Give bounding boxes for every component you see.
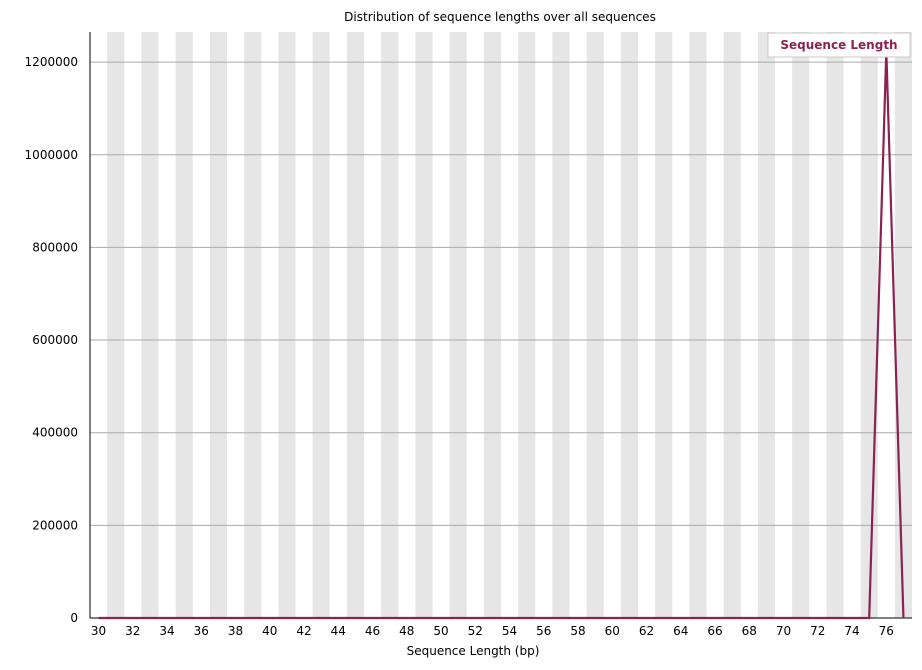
y-tick-label: 400000 <box>32 426 78 440</box>
x-tick-label: 52 <box>468 624 483 638</box>
background-band <box>278 32 295 618</box>
x-tick-label: 36 <box>194 624 209 638</box>
background-band <box>724 32 741 618</box>
x-tick-label: 68 <box>742 624 757 638</box>
background-band <box>347 32 364 618</box>
x-tick-label: 50 <box>433 624 448 638</box>
background-band <box>484 32 501 618</box>
x-tick-label: 30 <box>91 624 106 638</box>
background-band <box>244 32 261 618</box>
background-band <box>861 32 878 618</box>
x-tick-label: 72 <box>810 624 825 638</box>
x-tick-label: 38 <box>228 624 243 638</box>
y-tick-label: 0 <box>70 611 78 625</box>
background-band <box>450 32 467 618</box>
y-axis-tick-labels: 0 200000 400000 600000 800000 1000000 1200000 <box>25 55 78 625</box>
legend: Sequence Length <box>768 33 910 57</box>
x-tick-label: 48 <box>399 624 414 638</box>
x-axis-tick-labels: 30 32 34 36 38 40 42 44 46 48 50 52 54 56 58 60 62 64 66 68… <box>91 624 894 638</box>
x-tick-label: 34 <box>159 624 174 638</box>
x-tick-label: 58 <box>570 624 585 638</box>
background-band <box>758 32 775 618</box>
background-band <box>792 32 809 618</box>
x-tick-label: 56 <box>536 624 551 638</box>
y-tick-label: 600000 <box>32 333 78 347</box>
x-tick-label: 42 <box>296 624 311 638</box>
background-band <box>552 32 569 618</box>
background-band <box>826 32 843 618</box>
x-tick-label: 76 <box>879 624 894 638</box>
x-tick-label: 54 <box>502 624 517 638</box>
x-tick-label: 60 <box>605 624 620 638</box>
background-band <box>176 32 193 618</box>
background-band <box>210 32 227 618</box>
x-axis-label: Sequence Length (bp) <box>407 644 540 658</box>
background-band <box>655 32 672 618</box>
background-band <box>107 32 124 618</box>
x-tick-label: 66 <box>707 624 722 638</box>
x-tick-label: 44 <box>331 624 346 638</box>
background-band <box>415 32 432 618</box>
x-tick-label: 40 <box>262 624 277 638</box>
background-band <box>518 32 535 618</box>
y-tick-label: 800000 <box>32 240 78 254</box>
background-bands <box>107 32 912 618</box>
y-tick-label: 1000000 <box>25 148 78 162</box>
chart-title: Distribution of sequence lengths over al… <box>344 10 656 24</box>
y-tick-label: 200000 <box>32 518 78 532</box>
x-tick-label: 62 <box>639 624 654 638</box>
x-tick-label: 46 <box>365 624 380 638</box>
background-band <box>895 32 912 618</box>
background-band <box>141 32 158 618</box>
background-band <box>587 32 604 618</box>
background-band <box>381 32 398 618</box>
x-tick-label: 64 <box>673 624 688 638</box>
x-tick-label: 32 <box>125 624 140 638</box>
background-band <box>689 32 706 618</box>
x-tick-label: 70 <box>776 624 791 638</box>
x-tick-label: 74 <box>844 624 859 638</box>
background-band <box>621 32 638 618</box>
legend-label-sequence-length: Sequence Length <box>780 38 897 52</box>
y-tick-label: 1200000 <box>25 55 78 69</box>
background-band <box>313 32 330 618</box>
